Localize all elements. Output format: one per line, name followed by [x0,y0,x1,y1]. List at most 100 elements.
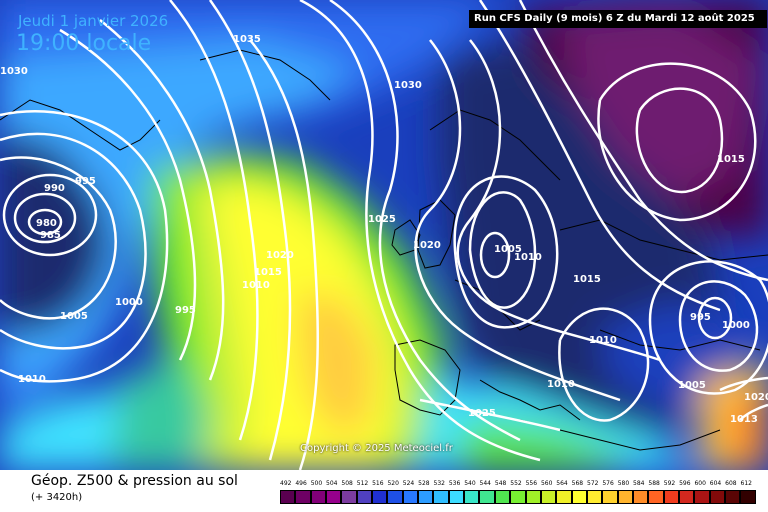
isobar-label: 1005 [678,380,706,391]
legend-value: 520 [387,480,399,487]
isobar-label: 1015 [573,274,601,285]
isobar-label: 1030 [0,66,28,77]
legend-swatch [617,490,633,504]
isobar-label: 1010 [242,280,270,291]
isobar-label: 995 [75,176,96,187]
legend-value: 612 [740,480,752,487]
legend-value: 592 [663,480,676,487]
legend-value: 496 [295,480,307,487]
legend-swatch [740,490,756,504]
variable-title: Géop. Z500 & pression au sol [31,473,238,489]
legend-swatch [709,490,725,504]
legend-value: 552 [510,480,522,487]
legend-value: 548 [494,480,507,487]
legend-value: 560 [540,480,553,487]
legend-value: 576 [602,480,614,487]
legend-swatch [602,490,618,504]
weather-map: 1035 1030 1030 1025 1020 1020 1015 1010 … [0,0,768,470]
legend-value: 528 [418,480,430,487]
isobar-label: 1010 [514,252,542,263]
isobars [0,0,768,470]
isobar-label: 1030 [394,80,422,91]
footer-bar: Géop. Z500 & pression au sol (+ 3420h) 4… [0,470,768,512]
isobar-label: 1025 [368,214,396,225]
isobar-label: 1015 [254,267,282,278]
color-legend: 492 496 500 504 508 512 516 520 524 528 532 536 540 5… [280,473,756,509]
legend-value: 540 [464,480,476,487]
legend-swatch [448,490,465,504]
legend-value: 532 [433,480,445,487]
legend-value: 568 [571,480,584,487]
isobar-label: 985 [40,230,61,241]
legend-value: 500 [310,480,323,487]
run-info: Run CFS Daily (9 mois) 6 Z du Mardi 12 a… [469,10,767,28]
forecast-date: Jeudi 1 janvier 2026 [18,12,169,30]
isobar-label: 1020 [744,392,768,403]
isobar-label: 1015 [380,0,408,4]
legend-swatch [678,490,695,504]
isobar-label: 1005 [60,311,88,322]
legend-swatches [280,490,756,504]
legend-swatch [387,490,403,504]
legend-swatch [372,490,388,504]
legend-value: 572 [587,480,599,487]
legend-swatch [724,490,741,504]
legend-value: 580 [617,480,630,487]
legend-swatch [433,490,449,504]
isobar-label: 1010 [547,379,575,390]
legend-value: 504 [326,480,338,487]
legend-swatch [494,490,511,504]
legend-swatch [356,490,373,504]
legend-swatch [326,490,342,504]
legend-value: 596 [679,480,691,487]
isobar-label: 1020 [413,240,441,251]
legend-swatch [510,490,526,504]
legend-value: 524 [402,480,415,487]
legend-value: 512 [356,480,369,487]
legend-swatch [694,490,710,504]
isobar-label: 1020 [744,392,768,403]
legend-swatch [295,490,311,504]
legend-swatch [464,490,480,504]
isobar-label: 1010 [589,335,617,346]
legend-swatch [571,490,587,504]
legend-swatch [525,490,541,504]
legend-swatch [402,490,419,504]
legend-value: 584 [633,480,645,487]
legend-swatch [663,490,679,504]
isobar-label: 1005 [494,244,522,255]
isobar-label: 1000 [115,297,143,308]
isobar-label: 995 [175,305,196,316]
legend-value: 516 [372,480,384,487]
legend-value: 508 [341,480,353,487]
isobar-labels: 1035 1030 1030 1025 1020 1020 1015 1010 … [0,0,768,425]
isobar-label: 1020 [266,250,294,261]
legend-value: 492 [280,480,292,487]
legend-swatch [540,490,557,504]
legend-value: 544 [479,480,491,487]
isobar-label: 1010 [18,374,46,385]
legend-swatch [418,490,434,504]
legend-swatch [280,490,296,504]
legend-swatch [648,490,664,504]
legend-value: 536 [448,480,461,487]
legend-swatch [632,490,649,504]
legend-swatch [479,490,495,504]
legend-swatch [586,490,603,504]
isobar-label: 1000 [722,320,750,331]
isobar-label: 1025 [468,408,496,419]
isobar-label: 1015 [717,154,745,165]
forecast-time: 19:00 locale [16,31,152,56]
isobar-label: 995 [690,312,711,323]
legend-labels: 492 496 500 504 508 512 516 520 524 528 532 536 540 5… [280,480,756,490]
legend-value: 604 [709,480,722,487]
map-canvas: 1035 1030 1030 1025 1020 1020 1015 1010 … [0,0,768,470]
legend-value: 556 [525,480,538,487]
isobar-label: 980 [36,218,57,229]
isobar-label: 990 [44,183,65,194]
lead-time: (+ 3420h) [31,492,83,503]
legend-swatch [310,490,327,504]
legend-value: 600 [694,480,706,487]
copyright: Copyright © 2025 Meteociel.fr [300,443,453,454]
legend-value: 564 [556,480,568,487]
